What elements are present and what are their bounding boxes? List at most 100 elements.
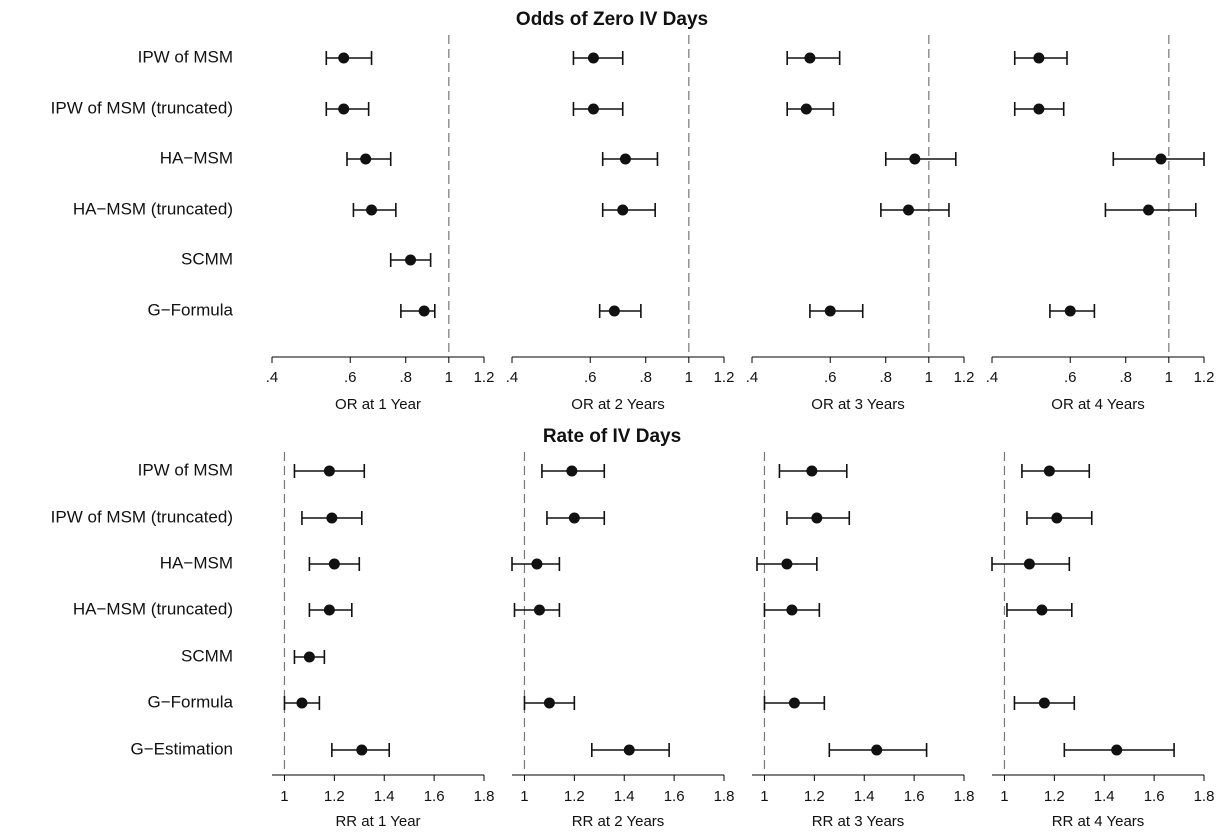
x-tick-label: 1.6	[424, 788, 445, 805]
x-tick-label: .4	[506, 369, 519, 386]
point-estimate	[800, 103, 812, 115]
x-axis-label: OR at 3 Years	[811, 396, 904, 413]
point-estimate	[296, 697, 308, 709]
x-axis-label: OR at 1 Year	[335, 396, 421, 413]
point-estimate	[338, 103, 350, 115]
x-tick-label: .4	[986, 369, 999, 386]
x-tick-label: 1.6	[664, 788, 685, 805]
row-label: SCMM	[181, 249, 233, 268]
x-tick-label: 1	[760, 788, 768, 805]
point-estimate	[587, 103, 599, 115]
x-axis-label: RR at 1 Year	[335, 813, 420, 830]
point-estimate	[788, 697, 800, 709]
x-tick-label: 1.2	[954, 369, 975, 386]
x-tick-label: .8	[879, 369, 892, 386]
x-tick-label: 1.6	[1144, 788, 1165, 805]
x-tick-label: 1.2	[714, 369, 735, 386]
x-tick-label: .8	[1119, 369, 1132, 386]
x-axis-label: OR at 2 Years	[571, 396, 664, 413]
x-tick-label: 1.8	[1194, 788, 1215, 805]
row-label: SCMM	[181, 646, 233, 665]
row-label: IPW of MSM (truncated)	[51, 507, 233, 526]
point-estimate	[328, 558, 340, 570]
x-tick-label: 1	[1000, 788, 1008, 805]
row-label: HA−MSM	[160, 148, 233, 167]
point-estimate	[1155, 153, 1167, 165]
x-tick-label: 1.6	[904, 788, 925, 805]
point-estimate	[360, 153, 372, 165]
x-axis-label: RR at 4 Years	[1052, 813, 1145, 830]
point-estimate	[786, 604, 798, 616]
x-tick-label: 1	[1165, 369, 1173, 386]
point-estimate	[356, 744, 368, 756]
x-tick-label: 1.2	[804, 788, 825, 805]
point-estimate	[1033, 52, 1045, 64]
x-tick-label: 1	[520, 788, 528, 805]
point-estimate	[811, 512, 823, 524]
x-tick-label: 1.2	[1044, 788, 1065, 805]
x-tick-label: 1.2	[564, 788, 585, 805]
point-estimate	[617, 204, 629, 216]
x-tick-label: 1	[685, 369, 693, 386]
x-tick-label: 1	[445, 369, 453, 386]
point-estimate	[533, 604, 545, 616]
x-tick-label: 1.4	[614, 788, 635, 805]
x-axis-label: RR at 2 Years	[572, 813, 665, 830]
section-title: Rate of IV Days	[543, 426, 681, 447]
point-estimate	[568, 512, 580, 524]
x-tick-label: 1.4	[374, 788, 395, 805]
point-estimate	[623, 744, 635, 756]
point-estimate	[543, 697, 555, 709]
x-tick-label: .6	[1064, 369, 1077, 386]
point-estimate	[566, 465, 578, 477]
point-estimate	[902, 204, 914, 216]
x-tick-label: .6	[824, 369, 837, 386]
row-label: IPW of MSM	[138, 460, 233, 479]
point-estimate	[1036, 604, 1048, 616]
x-tick-label: .4	[746, 369, 759, 386]
point-estimate	[323, 604, 335, 616]
x-tick-label: 1	[925, 369, 933, 386]
point-estimate	[323, 465, 335, 477]
row-label: IPW of MSM (truncated)	[51, 98, 233, 117]
x-tick-label: 1	[280, 788, 288, 805]
point-estimate	[1023, 558, 1035, 570]
x-tick-label: 1.8	[714, 788, 735, 805]
row-label: G−Formula	[148, 692, 234, 711]
point-estimate	[587, 52, 599, 64]
point-estimate	[1111, 744, 1123, 756]
point-estimate	[418, 305, 430, 317]
point-estimate	[806, 465, 818, 477]
x-tick-label: .4	[266, 369, 279, 386]
row-label: HA−MSM (truncated)	[73, 199, 233, 218]
row-label: HA−MSM (truncated)	[73, 599, 233, 618]
row-label: G−Formula	[148, 300, 234, 319]
point-estimate	[405, 254, 417, 266]
point-estimate	[1033, 103, 1045, 115]
x-tick-label: 1.2	[1194, 369, 1215, 386]
x-tick-label: 1.8	[954, 788, 975, 805]
x-tick-label: 1.8	[474, 788, 495, 805]
x-tick-label: 1.4	[854, 788, 875, 805]
point-estimate	[909, 153, 921, 165]
point-estimate	[608, 305, 620, 317]
x-tick-label: 1.2	[324, 788, 345, 805]
point-estimate	[1142, 204, 1154, 216]
point-estimate	[1043, 465, 1055, 477]
x-axis-label: OR at 4 Years	[1051, 396, 1144, 413]
section-title: Odds of Zero IV Days	[516, 9, 708, 30]
point-estimate	[1051, 512, 1063, 524]
row-label: HA−MSM	[160, 553, 233, 572]
point-estimate	[871, 744, 883, 756]
point-estimate	[338, 52, 350, 64]
row-label: IPW of MSM	[138, 47, 233, 66]
point-estimate	[1038, 697, 1050, 709]
x-tick-label: .8	[639, 369, 652, 386]
x-tick-label: .6	[344, 369, 357, 386]
point-estimate	[531, 558, 543, 570]
point-estimate	[824, 305, 836, 317]
x-tick-label: 1.2	[474, 369, 495, 386]
point-estimate	[326, 512, 338, 524]
point-estimate	[804, 52, 816, 64]
